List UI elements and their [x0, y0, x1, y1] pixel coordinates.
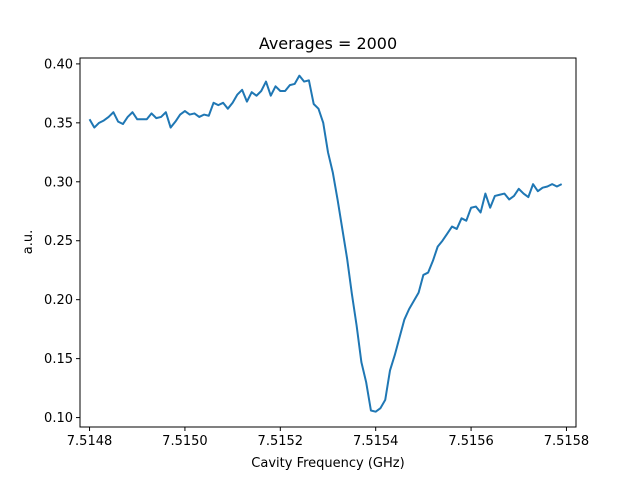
x-tick-label: 7.5156 [448, 434, 494, 449]
chart-title: Averages = 2000 [259, 34, 397, 53]
x-tick-label: 7.5150 [162, 434, 208, 449]
y-tick-label: 0.25 [44, 234, 73, 249]
axes-frame [79, 57, 577, 428]
x-tick-label: 7.5152 [258, 434, 304, 449]
y-tick-label: 0.35 [44, 116, 73, 131]
plot-layer [88, 74, 563, 413]
x-tick-label: 7.5158 [544, 434, 590, 449]
y-tick-label: 0.10 [44, 411, 73, 426]
y-tick-label: 0.15 [44, 352, 73, 367]
series-line [88, 74, 563, 413]
y-tick-label: 0.40 [44, 57, 73, 72]
x-axis: 7.5148 7.5150 7.5152 7.5154 7.5156 7.5158 [67, 427, 589, 449]
x-tick-label: 7.5154 [353, 434, 399, 449]
y-axis: 0.10 0.15 0.20 0.25 0.30 0.35 0.40 [44, 57, 80, 426]
y-tick-label: 0.30 [44, 175, 73, 190]
y-tick-label: 0.20 [44, 293, 73, 308]
y-axis-label: a.u. [21, 230, 36, 254]
x-axis-label: Cavity Frequency (GHz) [251, 456, 404, 471]
x-tick-label: 7.5148 [67, 434, 113, 449]
